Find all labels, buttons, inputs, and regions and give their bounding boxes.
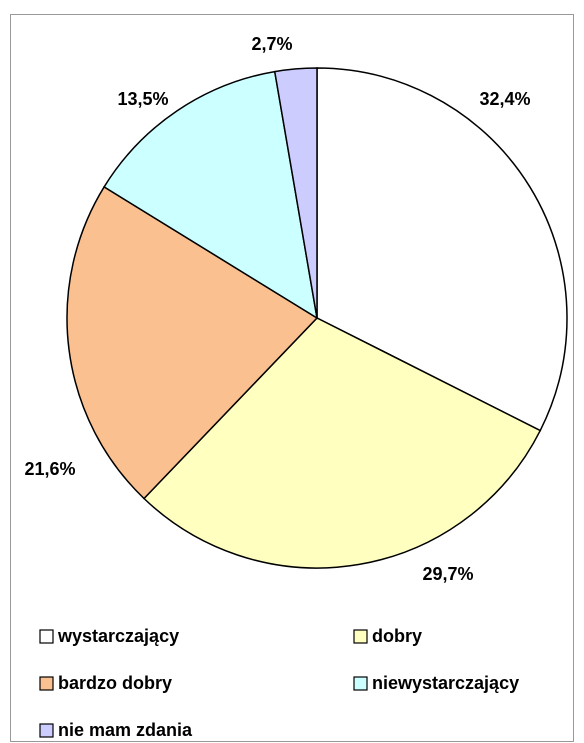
legend-label: bardzo dobry xyxy=(58,673,172,693)
legend-swatch xyxy=(353,629,368,644)
pie-slice xyxy=(273,67,318,319)
legend-label: niewystarczający xyxy=(372,673,519,693)
legend-swatch xyxy=(39,676,54,691)
pie-slice xyxy=(316,67,568,432)
legend-swatch xyxy=(353,676,368,691)
pie-slice xyxy=(103,70,319,320)
data-label: 21,6% xyxy=(24,459,75,479)
legend-label: nie mam zdania xyxy=(58,720,193,740)
legend-swatch xyxy=(39,629,54,644)
legend-label: wystarczający xyxy=(57,626,179,646)
data-label: 32,4% xyxy=(479,89,530,109)
pie-slice xyxy=(142,317,542,569)
data-label: 29,7% xyxy=(422,564,473,584)
data-label: 13,5% xyxy=(117,89,168,109)
legend-label: dobry xyxy=(372,626,422,646)
pie-slice xyxy=(66,185,319,500)
data-label: 2,7% xyxy=(251,34,292,54)
legend-swatch xyxy=(39,723,54,738)
